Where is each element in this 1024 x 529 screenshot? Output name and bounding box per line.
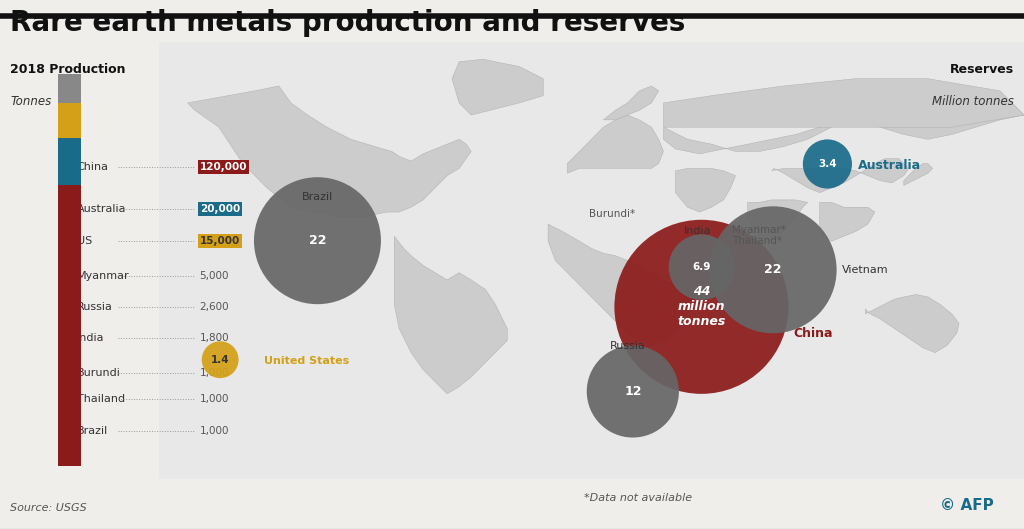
Bar: [58, 103, 81, 138]
Text: Thailand*: Thailand*: [732, 236, 782, 245]
Polygon shape: [187, 86, 471, 217]
Bar: [58, 185, 81, 466]
Bar: [159, 42, 1024, 479]
Polygon shape: [676, 168, 735, 212]
Text: 1,000: 1,000: [200, 368, 229, 378]
Text: US: US: [77, 236, 92, 245]
Ellipse shape: [254, 177, 381, 304]
Text: United States: United States: [264, 356, 349, 366]
Text: *Data not available: *Data not available: [584, 492, 692, 503]
Text: Tonnes: Tonnes: [10, 95, 51, 108]
Text: 1,000: 1,000: [200, 395, 229, 404]
Ellipse shape: [202, 341, 239, 378]
Bar: [58, 92, 81, 103]
Bar: [58, 74, 81, 76]
Ellipse shape: [803, 140, 852, 188]
Text: Burundi*: Burundi*: [589, 209, 635, 219]
Text: Russia: Russia: [610, 342, 646, 351]
Text: India: India: [77, 333, 104, 342]
Bar: [58, 85, 81, 92]
Text: 20,000: 20,000: [200, 204, 240, 214]
Polygon shape: [772, 159, 908, 193]
Text: Myanmar: Myanmar: [77, 271, 129, 281]
Text: Reserves: Reserves: [949, 63, 1014, 77]
Text: 22: 22: [764, 263, 782, 276]
Text: Brazil: Brazil: [302, 192, 334, 202]
Text: 15,000: 15,000: [200, 236, 240, 245]
Text: Australia: Australia: [858, 159, 922, 171]
Polygon shape: [452, 59, 544, 115]
Polygon shape: [865, 295, 959, 353]
Polygon shape: [394, 236, 507, 394]
Ellipse shape: [614, 220, 788, 394]
Text: Russia: Russia: [77, 302, 113, 312]
Ellipse shape: [710, 206, 837, 333]
Text: Rare earth metals production and reserves: Rare earth metals production and reserve…: [10, 9, 686, 37]
Polygon shape: [748, 200, 808, 241]
Polygon shape: [664, 91, 1024, 154]
Text: Myanmar*: Myanmar*: [732, 225, 786, 235]
Polygon shape: [567, 115, 664, 174]
Text: 44
million
tonnes: 44 million tonnes: [677, 285, 726, 329]
Bar: [58, 79, 81, 81]
Bar: [58, 81, 81, 85]
Polygon shape: [664, 79, 1024, 127]
Text: © AFP: © AFP: [940, 498, 993, 513]
Text: China: China: [77, 162, 109, 171]
Text: Source: USGS: Source: USGS: [10, 503, 87, 513]
Text: 22: 22: [308, 234, 327, 247]
Ellipse shape: [669, 234, 734, 300]
Text: 1.4: 1.4: [211, 355, 229, 364]
Text: Burundi: Burundi: [77, 368, 121, 378]
Text: 120,000: 120,000: [200, 162, 247, 171]
Text: China: China: [794, 327, 834, 340]
Text: 2018 Production: 2018 Production: [10, 63, 126, 77]
Bar: [58, 76, 81, 79]
Text: Thailand: Thailand: [77, 395, 125, 404]
Text: 12: 12: [624, 385, 642, 398]
Text: 1,000: 1,000: [200, 426, 229, 436]
Text: Australia: Australia: [77, 204, 126, 214]
Text: 6.9: 6.9: [692, 262, 711, 272]
Text: Brazil: Brazil: [77, 426, 109, 436]
Polygon shape: [548, 224, 694, 345]
Polygon shape: [603, 86, 658, 120]
Text: 2,600: 2,600: [200, 302, 229, 312]
Bar: [58, 138, 81, 185]
Text: 5,000: 5,000: [200, 271, 229, 281]
Text: 1,800: 1,800: [200, 333, 229, 342]
Text: Million tonnes: Million tonnes: [932, 95, 1014, 108]
Text: Vietnam: Vietnam: [842, 265, 889, 275]
Ellipse shape: [587, 345, 679, 437]
Polygon shape: [904, 163, 933, 185]
Text: India: India: [684, 226, 712, 236]
Text: 3.4: 3.4: [818, 159, 837, 169]
Polygon shape: [819, 203, 874, 241]
